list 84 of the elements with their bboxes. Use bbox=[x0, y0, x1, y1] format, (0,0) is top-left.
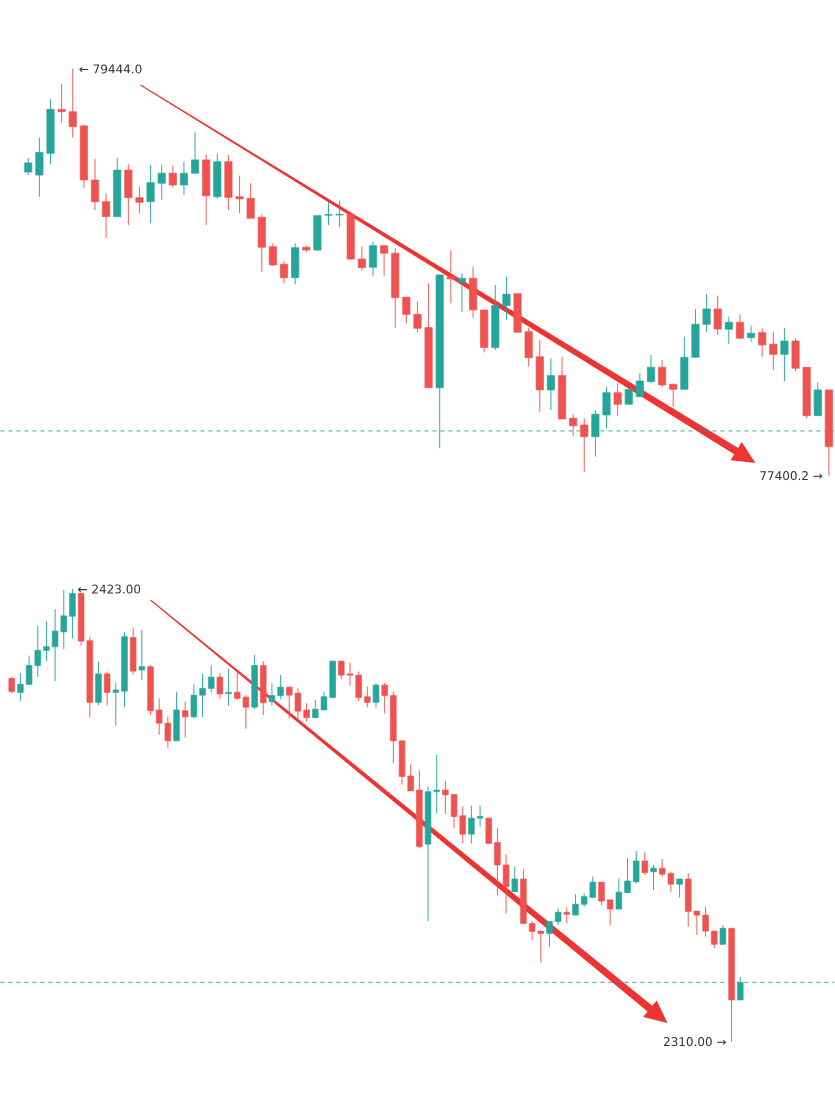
candlestick bbox=[208, 665, 215, 693]
candlestick bbox=[43, 620, 50, 662]
candlestick bbox=[511, 866, 518, 893]
candlestick bbox=[613, 382, 622, 417]
candlestick bbox=[157, 164, 166, 201]
candlestick bbox=[580, 417, 589, 473]
candlestick bbox=[303, 702, 310, 723]
candlestick bbox=[268, 682, 276, 707]
candlestick bbox=[615, 877, 623, 910]
candlestick bbox=[17, 672, 24, 702]
candlestick bbox=[68, 68, 77, 139]
candlestick bbox=[758, 327, 767, 358]
candlestick bbox=[91, 158, 100, 211]
candlestick bbox=[102, 192, 111, 239]
candlestick bbox=[546, 921, 553, 948]
candlestick bbox=[216, 672, 224, 700]
candlestick bbox=[268, 242, 277, 267]
candlestick bbox=[235, 175, 244, 214]
candlestick bbox=[769, 331, 778, 371]
candlestick bbox=[372, 682, 380, 709]
candlestick bbox=[641, 851, 649, 876]
candlestick bbox=[446, 249, 455, 304]
candlestick bbox=[650, 864, 657, 891]
candlestick bbox=[635, 372, 644, 398]
candlestick bbox=[735, 313, 744, 340]
candlestick bbox=[457, 272, 466, 313]
candlestick bbox=[624, 857, 631, 894]
candlestick bbox=[364, 686, 371, 709]
candlestick bbox=[324, 201, 333, 226]
candlestick bbox=[191, 131, 200, 174]
candlestick bbox=[658, 359, 667, 388]
candlestick bbox=[572, 893, 579, 916]
candlestick bbox=[138, 629, 146, 681]
candlestick bbox=[433, 754, 440, 814]
candlestick bbox=[57, 83, 66, 124]
candlestick bbox=[179, 161, 188, 196]
candlestick bbox=[502, 853, 510, 914]
candlestick bbox=[633, 850, 640, 884]
candlestick bbox=[190, 683, 198, 719]
candlestick bbox=[380, 245, 389, 277]
candlestick bbox=[676, 878, 683, 898]
candlestick bbox=[602, 386, 611, 429]
candlestick bbox=[277, 674, 284, 700]
candlestick bbox=[647, 354, 656, 384]
candlestick bbox=[381, 682, 388, 714]
candlestick bbox=[413, 301, 422, 333]
candlestick bbox=[476, 805, 484, 828]
candlestick bbox=[598, 881, 605, 906]
annotation: 77400.2 → bbox=[760, 471, 823, 481]
candlestick bbox=[468, 805, 475, 844]
candlestick bbox=[112, 682, 120, 727]
candlestick bbox=[502, 276, 511, 321]
candlestick bbox=[494, 827, 501, 896]
annotation: ← 2423.00 bbox=[78, 584, 141, 594]
candlestick bbox=[103, 671, 111, 707]
candlestick bbox=[402, 296, 411, 324]
candlestick bbox=[357, 246, 366, 272]
candlestick bbox=[246, 182, 255, 219]
candlestick bbox=[607, 899, 614, 926]
candlestick bbox=[702, 293, 711, 333]
candlestick bbox=[69, 588, 76, 639]
candlestick bbox=[702, 906, 709, 938]
candlestick bbox=[135, 186, 144, 214]
candlestick bbox=[747, 325, 756, 343]
candlestick bbox=[146, 164, 155, 224]
candlestick bbox=[335, 200, 344, 228]
candlestick bbox=[369, 241, 378, 277]
candlestick bbox=[719, 924, 727, 945]
candlestick bbox=[669, 383, 678, 408]
candlestick bbox=[713, 295, 722, 336]
candlestick bbox=[546, 357, 555, 411]
candlestick bbox=[168, 165, 177, 189]
candlestick bbox=[199, 673, 206, 718]
candlestick bbox=[569, 413, 578, 437]
annotation: 2310.00 → bbox=[663, 1037, 726, 1047]
candlestick bbox=[35, 137, 44, 198]
candlestick bbox=[280, 260, 289, 284]
candlestick bbox=[780, 327, 789, 382]
annotation: ← 79444.0 bbox=[79, 64, 142, 74]
candlestick bbox=[442, 780, 449, 815]
candlestick bbox=[355, 671, 362, 702]
candlestick bbox=[225, 667, 232, 707]
candlestick bbox=[724, 316, 733, 345]
candlestick bbox=[182, 701, 189, 739]
